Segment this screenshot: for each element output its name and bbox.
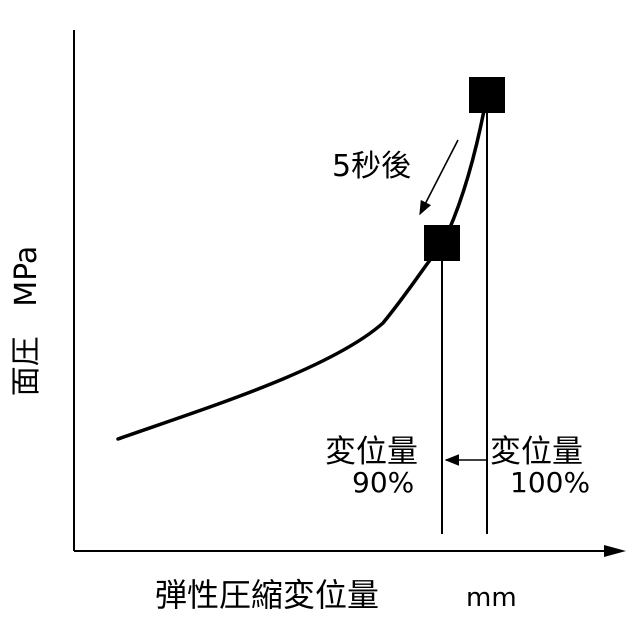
y-axis-label: 面圧 MPa	[9, 246, 44, 397]
right-marker-value: 100%	[510, 466, 590, 499]
time-label: 5秒後	[332, 149, 411, 184]
time-arrow	[420, 140, 458, 214]
y-axis-unit: MPa	[9, 246, 44, 307]
marker-square-100	[469, 77, 505, 113]
pressure-curve	[118, 95, 487, 439]
left-marker-value: 90%	[352, 466, 414, 499]
left-marker-title: 変位量	[325, 434, 418, 470]
x-axis-unit: mm	[466, 583, 517, 613]
right-marker-title: 変位量	[490, 434, 583, 470]
x-axis-arrowhead	[604, 545, 626, 557]
marker-square-90	[424, 225, 460, 261]
y-axis-title: 面圧	[9, 336, 44, 396]
x-axis-title: 弾性圧縮変位量	[155, 576, 379, 614]
